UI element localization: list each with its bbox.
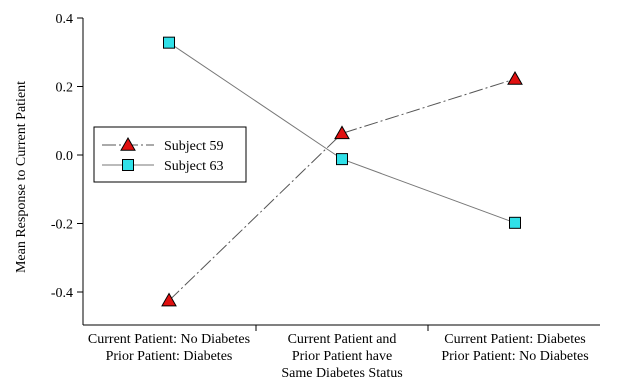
data-point-triangle — [334, 125, 350, 140]
x-category-label-line: Prior Patient: Diabetes — [106, 349, 233, 364]
data-point-triangle — [507, 70, 523, 85]
legend-marker-square — [122, 159, 134, 171]
legend-marker-triangle — [120, 136, 136, 151]
x-ticks — [255, 325, 429, 331]
legend: Subject 59 Subject 63 — [93, 126, 247, 183]
x-category-label: Current Patient and Prior Patient have Sam… — [281, 332, 402, 381]
series-2 — [163, 36, 521, 229]
y-tick-label: -0.2 — [51, 218, 73, 233]
data-point-triangle — [161, 292, 177, 307]
x-category-label: Current Patient: Diabetes Prior Patient: … — [441, 332, 588, 364]
legend-label: Subject 59 — [164, 139, 224, 154]
y-tick-label: -0.4 — [51, 286, 73, 301]
x-category-label-line: Prior Patient: No Diabetes — [441, 349, 588, 364]
data-point-square — [336, 153, 348, 166]
legend-label: Subject 63 — [164, 159, 224, 174]
data-point-square — [509, 216, 521, 229]
x-category-label-line: Current Patient: No Diabetes — [88, 332, 250, 347]
y-tick-label: 0.2 — [56, 81, 74, 96]
series-layer — [161, 36, 523, 307]
data-point-square — [163, 36, 175, 49]
y-axis-title: Mean Response to Current Patient — [14, 81, 29, 273]
y-ticks: 0.4 0.2 0.0 -0.2 -0.4 — [51, 12, 83, 301]
y-tick-label: 0.0 — [56, 149, 74, 164]
x-category-label-line: Current Patient: Diabetes — [444, 332, 586, 347]
x-category-labels: Current Patient: No Diabetes Prior Patien… — [88, 332, 589, 381]
y-tick-label: 0.4 — [56, 12, 74, 27]
x-category-label-line: Same Diabetes Status — [281, 366, 402, 381]
x-category-label: Current Patient: No Diabetes Prior Patien… — [88, 332, 250, 364]
series-line — [168, 78, 516, 301]
x-category-label-line: Prior Patient have — [292, 349, 392, 364]
legend-box — [93, 126, 247, 183]
x-category-label-line: Current Patient and — [288, 332, 397, 347]
series-1 — [161, 70, 523, 307]
